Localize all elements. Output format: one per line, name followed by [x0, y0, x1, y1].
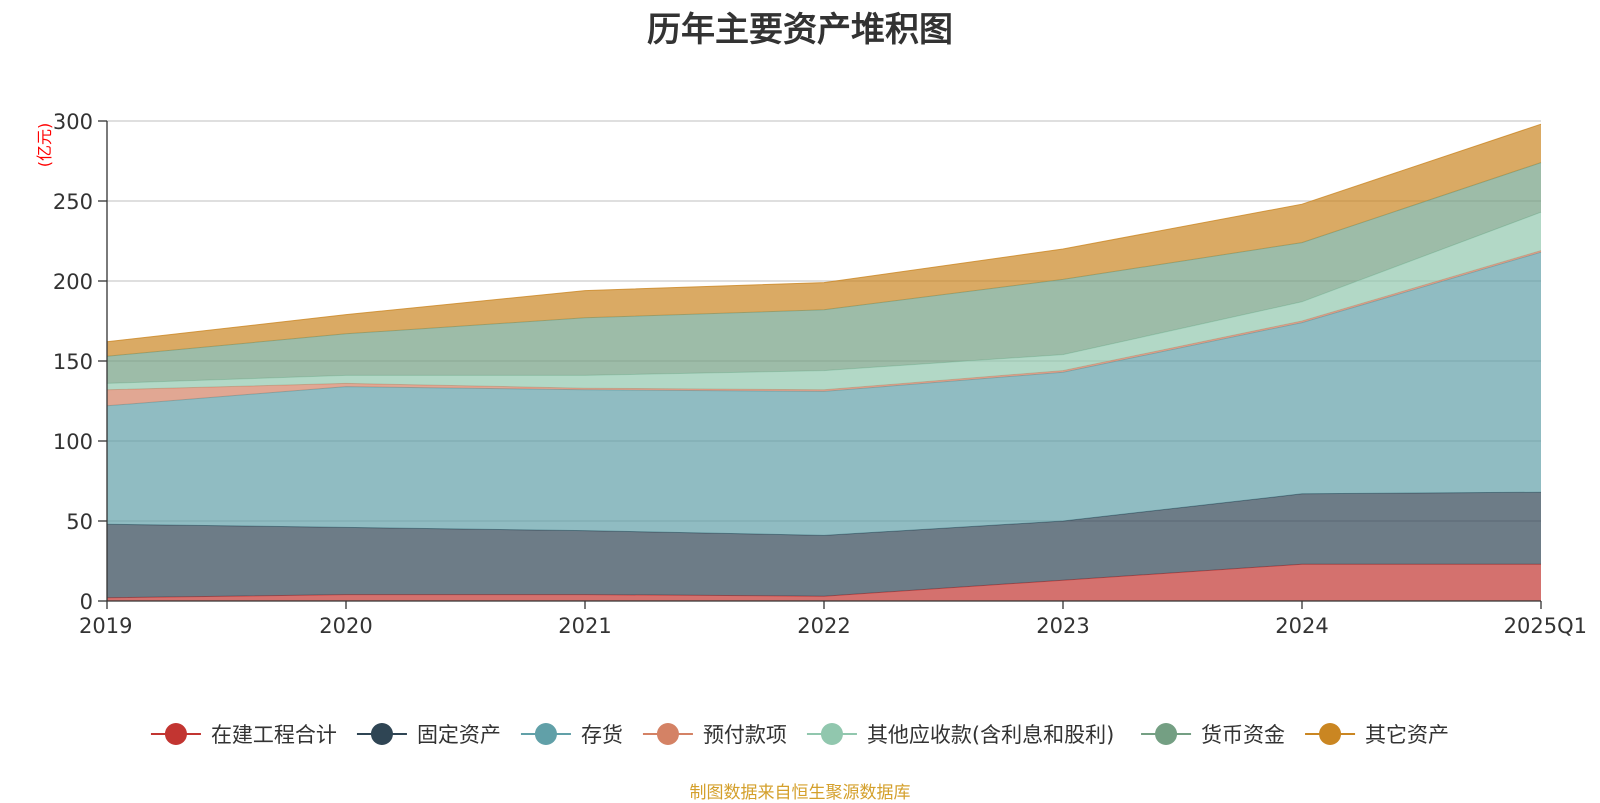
- axis-layer: 0 50 100 150 200 250 300 2019 2020 2021 2022 2023 20…: [53, 110, 1587, 638]
- y-tick-label: 250: [53, 190, 93, 214]
- legend-layer: 在建工程合计 固定资产 存货 预付款项 其他应收款(含利息和股利) 货币资金 其它资产: [150, 723, 1449, 747]
- legend-item-1[interactable]: 固定资产: [356, 723, 501, 747]
- legend-item-0[interactable]: 在建工程合计: [150, 723, 337, 747]
- y-tick-label: 50: [66, 510, 93, 534]
- legend-label: 其它资产: [1365, 723, 1449, 747]
- legend-label: 在建工程合计: [211, 723, 337, 747]
- legend-item-3[interactable]: 预付款项: [642, 723, 787, 747]
- legend-item-2[interactable]: 存货: [520, 723, 623, 747]
- y-axis-unit-label: (亿元): [35, 123, 54, 168]
- legend-label: 其他应收款(含利息和股利): [867, 723, 1114, 747]
- x-tick-label: 2024: [1275, 614, 1328, 638]
- legend-dot-icon: [370, 723, 393, 745]
- legend-label: 货币资金: [1201, 723, 1285, 747]
- x-tick-label: 2020: [319, 614, 372, 638]
- source-note: 制图数据来自恒生聚源数据库: [689, 783, 911, 803]
- area-series-1: [107, 492, 1541, 598]
- legend-dot-icon: [1155, 723, 1178, 745]
- legend-label: 预付款项: [703, 723, 787, 747]
- legend-dot-icon: [820, 723, 843, 745]
- legend-dot-icon: [656, 723, 679, 745]
- area-layer: [106, 123, 1542, 601]
- y-tick-label: 200: [53, 270, 93, 294]
- area-series-6: [107, 124, 1541, 357]
- legend-item-4[interactable]: 其他应收款(含利息和股利): [806, 723, 1114, 747]
- legend-item-6[interactable]: 其它资产: [1305, 723, 1449, 747]
- area-series-4: [107, 212, 1541, 390]
- legend-dot-icon: [164, 723, 187, 745]
- area-series-0: [107, 564, 1541, 601]
- x-tick-label: 2022: [797, 614, 850, 638]
- x-tick-label: 2021: [558, 614, 611, 638]
- legend-dot-icon: [1319, 723, 1342, 745]
- area-series-5: [107, 162, 1541, 384]
- area-series-3: [107, 250, 1541, 406]
- x-tick-label: 2025Q1: [1504, 614, 1587, 638]
- x-tick-label: 2023: [1036, 614, 1089, 638]
- y-tick-label: 300: [53, 110, 93, 134]
- chart-title: 历年主要资产堆积图: [647, 10, 953, 50]
- y-tick-label: 0: [80, 590, 93, 614]
- x-tick-label: 2019: [79, 614, 132, 638]
- legend-dot-icon: [534, 723, 557, 745]
- area-series-2: [107, 252, 1541, 536]
- area-series-line-6: [106, 123, 1542, 343]
- legend-label: 存货: [581, 723, 623, 747]
- legend-item-5[interactable]: 货币资金: [1141, 723, 1285, 747]
- y-tick-label: 100: [53, 430, 93, 454]
- legend-label: 固定资产: [417, 723, 501, 747]
- y-tick-label: 150: [53, 350, 93, 374]
